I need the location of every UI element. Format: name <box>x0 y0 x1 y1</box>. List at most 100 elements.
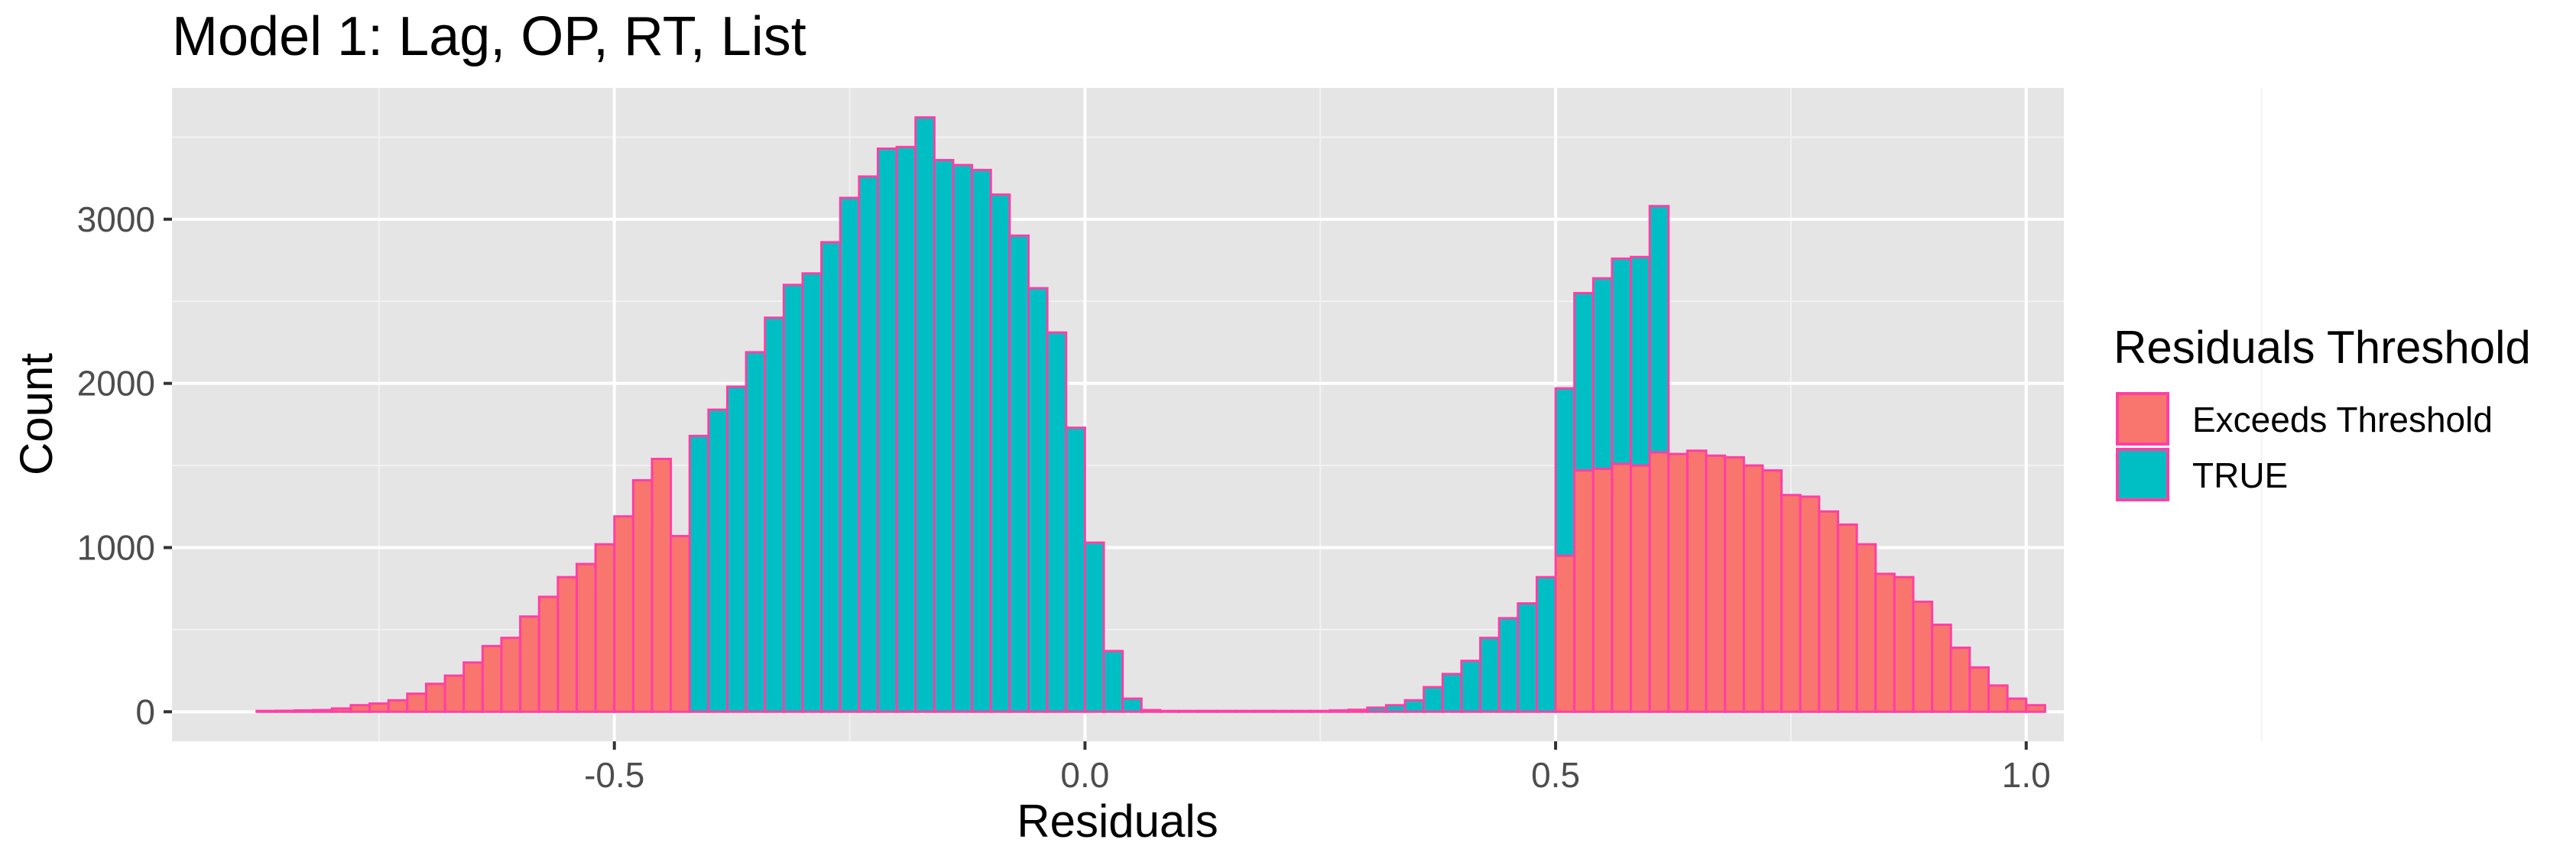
histogram-bar-true <box>1479 637 1501 713</box>
histogram-bar-exceeds <box>443 674 466 713</box>
x-tick-label: -0.5 <box>584 755 644 795</box>
histogram-bar-exceeds <box>670 534 691 713</box>
histogram-bar-exceeds <box>1554 554 1576 713</box>
histogram-bar-true <box>1196 709 1218 713</box>
histogram-bar-exceeds <box>406 692 427 713</box>
histogram-bar-exceeds <box>1667 452 1689 713</box>
histogram-bar-true <box>1423 686 1444 713</box>
x-tick-label: 0.0 <box>1060 755 1109 795</box>
histogram-bar-true <box>1384 704 1406 713</box>
histogram-bar-exceeds <box>613 515 634 713</box>
histogram-bar-exceeds <box>1742 464 1764 713</box>
histogram-bars <box>255 116 2046 713</box>
histogram-bar-true <box>1309 709 1332 713</box>
histogram-bar-true <box>1554 387 1576 557</box>
histogram-bar-exceeds <box>2006 697 2028 713</box>
histogram-bar-exceeds <box>650 458 673 713</box>
histogram-bar-exceeds <box>2025 704 2046 713</box>
histogram-bar-true <box>764 316 785 713</box>
histogram-bar-true <box>1234 709 1256 713</box>
histogram-bar-true <box>952 164 974 713</box>
legend-key-exceeds <box>2116 392 2169 446</box>
histogram-bar-true <box>1630 255 1651 467</box>
histogram-bar-true <box>839 196 861 713</box>
histogram-bar-exceeds <box>1611 462 1633 713</box>
y-tick-label: 3000 <box>77 199 155 239</box>
histogram-bar-exceeds <box>1949 647 1971 713</box>
histogram-bar-exceeds <box>556 575 578 713</box>
histogram-bar-true <box>782 284 804 713</box>
histogram-bar-exceeds <box>1591 467 1614 713</box>
histogram-bar-exceeds <box>462 661 484 713</box>
histogram-bar-true <box>1517 602 1538 713</box>
histogram-bar-true <box>1215 709 1237 713</box>
chart-title: Model 1: Lag, OP, RT, List <box>172 6 806 67</box>
histogram-bar-exceeds <box>255 709 277 713</box>
legend: Residuals Threshold Exceeds Threshold TR… <box>2114 322 2531 501</box>
histogram-bar-true <box>707 408 728 713</box>
histogram-bar-exceeds <box>1573 469 1595 713</box>
histogram-bar-exceeds <box>575 562 597 713</box>
histogram-bar-true <box>1441 673 1463 713</box>
histogram-bar-exceeds <box>1987 684 2009 713</box>
histogram-bar-exceeds <box>537 595 560 713</box>
legend-label-exceeds: Exceeds Threshold <box>2192 400 2493 439</box>
histogram-bar-true <box>971 168 992 713</box>
histogram-bar-exceeds <box>1874 572 1896 713</box>
histogram-bar-exceeds <box>519 615 540 713</box>
histogram-bar-exceeds <box>312 708 333 713</box>
histogram-bar-true <box>1159 709 1181 713</box>
histogram-bar-true <box>914 116 936 713</box>
histogram-bar-true <box>820 241 842 713</box>
y-tick-label: 2000 <box>77 364 155 404</box>
histogram-bar-true <box>1140 708 1162 713</box>
histogram-bar-exceeds <box>293 709 315 713</box>
histogram-bar-true <box>1102 650 1124 713</box>
histogram-bar-exceeds <box>1836 523 1858 713</box>
histogram-bar-true <box>933 159 955 713</box>
histogram-bar-exceeds <box>1818 510 1839 713</box>
x-tick-label: 0.5 <box>1531 755 1580 795</box>
histogram-bar-exceeds <box>274 709 296 713</box>
histogram-bar-true <box>1178 709 1199 713</box>
x-axis-title: Residuals <box>1017 796 1218 847</box>
histogram-bar-true <box>1460 660 1482 713</box>
histogram-bar-exceeds <box>1630 464 1651 713</box>
histogram-bar-true <box>1083 541 1105 713</box>
histogram-bar-true <box>1272 709 1293 713</box>
histogram-bar-exceeds <box>1724 455 1745 713</box>
histogram-bar-exceeds <box>1761 469 1783 713</box>
legend-key-true <box>2116 448 2169 501</box>
histogram-bar-exceeds <box>631 478 654 713</box>
y-axis-title: Count <box>11 353 62 475</box>
histogram-bar-true <box>745 351 767 713</box>
histogram-bar-true <box>1611 257 1633 465</box>
histogram-bar-exceeds <box>594 543 616 713</box>
histogram-bar-exceeds <box>330 707 352 713</box>
histogram-bar-exceeds <box>500 637 522 713</box>
histogram-bar-exceeds <box>1648 451 1670 713</box>
histogram-bar-true <box>1065 426 1086 713</box>
histogram-bar-true <box>1046 331 1068 713</box>
histogram-bar-exceeds <box>1799 495 1821 713</box>
histogram-bar-true <box>989 193 1011 713</box>
histogram-bar-exceeds <box>1912 600 1934 713</box>
histogram-bar-true <box>725 385 748 713</box>
histogram-bar-true <box>1008 234 1030 713</box>
histogram-bar-exceeds <box>368 702 390 713</box>
histogram-bar-exceeds <box>349 704 371 713</box>
histogram-bar-true <box>1121 697 1143 713</box>
legend-title: Residuals Threshold <box>2114 322 2531 373</box>
y-tick-label: 1000 <box>77 528 155 568</box>
histogram-bar-true <box>1573 292 1595 472</box>
histogram-bar-true <box>1497 617 1520 713</box>
histogram-bar-true <box>1535 575 1557 713</box>
histogram-bar-true <box>1290 709 1312 713</box>
histogram-bar-exceeds <box>1705 454 1727 713</box>
histogram-bar-true <box>1253 709 1275 713</box>
histogram-bar-true <box>1347 708 1369 713</box>
histogram-bar-true <box>1027 287 1049 713</box>
histogram-bar-exceeds <box>1931 623 1952 713</box>
histogram-bar-true <box>1329 709 1350 713</box>
